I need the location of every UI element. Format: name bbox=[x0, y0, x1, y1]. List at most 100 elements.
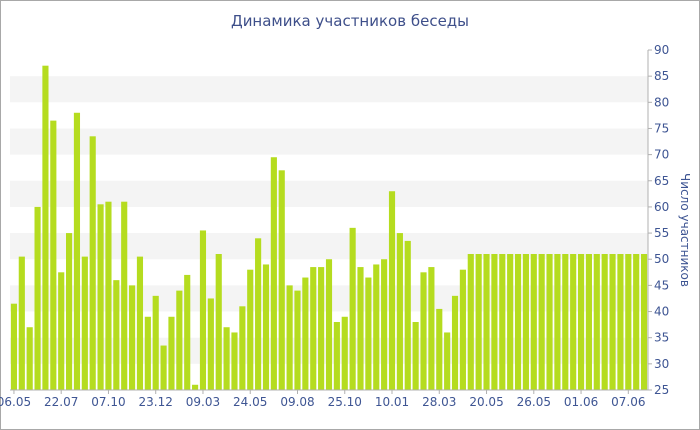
bar bbox=[483, 254, 490, 390]
bar bbox=[310, 267, 317, 390]
bar bbox=[97, 204, 104, 390]
bar bbox=[42, 65, 49, 390]
bar bbox=[231, 332, 238, 390]
y-tick-label: 25 bbox=[654, 383, 669, 397]
bar bbox=[184, 274, 191, 390]
bar bbox=[625, 254, 632, 390]
x-tick-labels: 06.05 22.07 07.10 23.12 09.03 24.05 09.08 25.10… bbox=[0, 390, 645, 409]
bar bbox=[239, 306, 246, 390]
bar bbox=[81, 256, 88, 390]
bar bbox=[247, 269, 254, 390]
bar bbox=[388, 191, 396, 390]
bar bbox=[467, 254, 474, 390]
bar bbox=[255, 238, 262, 390]
bar bbox=[207, 298, 214, 390]
x-tick-label: 22.07 bbox=[44, 395, 78, 409]
x-tick-label: 26.05 bbox=[517, 395, 551, 409]
x-tick-label: 07.10 bbox=[91, 395, 125, 409]
bar bbox=[601, 254, 608, 390]
bar bbox=[58, 272, 65, 390]
bar bbox=[412, 322, 419, 390]
bar bbox=[609, 254, 616, 390]
bar bbox=[633, 254, 640, 390]
bar bbox=[278, 170, 285, 390]
bars bbox=[10, 65, 648, 391]
bar bbox=[404, 240, 411, 390]
bar bbox=[176, 290, 183, 390]
bar bbox=[570, 254, 577, 390]
bar bbox=[129, 285, 136, 390]
bar bbox=[554, 254, 561, 390]
bar bbox=[199, 230, 207, 390]
bar bbox=[105, 201, 112, 390]
bar bbox=[113, 280, 120, 390]
bar bbox=[396, 233, 403, 390]
y-tick-labels: 25 30 35 40 45 50 55 60 65 70 75 80 85 90 bbox=[648, 43, 669, 397]
grid-band bbox=[10, 180, 648, 207]
bar bbox=[26, 327, 33, 390]
bar bbox=[192, 384, 199, 390]
y-tick-label: 80 bbox=[654, 95, 669, 109]
x-tick-label: 25.10 bbox=[328, 395, 362, 409]
x-tick-label: 28.03 bbox=[422, 395, 456, 409]
y-tick-label: 50 bbox=[654, 252, 669, 266]
x-tick-label: 06.05 bbox=[0, 395, 31, 409]
x-tick-label: 09.08 bbox=[280, 395, 314, 409]
y-tick-label: 75 bbox=[654, 121, 669, 135]
bar bbox=[121, 201, 128, 390]
bar bbox=[318, 267, 325, 390]
bar bbox=[436, 308, 443, 390]
bar bbox=[451, 295, 459, 390]
x-tick-label: 10.01 bbox=[375, 395, 409, 409]
bar bbox=[144, 316, 151, 390]
bar bbox=[640, 254, 648, 390]
bar bbox=[66, 233, 73, 390]
y-tick-label: 60 bbox=[654, 200, 669, 214]
bar bbox=[286, 285, 293, 390]
bar bbox=[514, 254, 522, 390]
bar bbox=[546, 254, 553, 390]
x-tick-label: 09.03 bbox=[186, 395, 220, 409]
x-tick-label: 01.06 bbox=[564, 395, 598, 409]
bar bbox=[444, 332, 451, 390]
bar bbox=[475, 254, 482, 390]
bar bbox=[152, 295, 159, 390]
bar bbox=[341, 316, 348, 390]
bar bbox=[420, 272, 427, 390]
bar bbox=[428, 267, 435, 390]
bar bbox=[34, 206, 41, 390]
bar bbox=[325, 259, 333, 390]
bar bbox=[365, 277, 372, 390]
y-tick-label: 30 bbox=[654, 357, 669, 371]
bar bbox=[262, 264, 270, 390]
y-tick-label: 65 bbox=[654, 174, 669, 188]
y-axis-label: Число участников bbox=[678, 173, 692, 287]
bar bbox=[577, 254, 585, 390]
bar bbox=[507, 254, 514, 390]
bar bbox=[530, 254, 537, 390]
bar bbox=[223, 327, 230, 390]
bar bbox=[50, 120, 57, 391]
bar bbox=[357, 267, 364, 390]
bar bbox=[10, 303, 18, 390]
chart-title: Динамика участников беседы bbox=[230, 12, 470, 30]
bar bbox=[302, 277, 309, 390]
y-tick-label: 45 bbox=[654, 278, 669, 292]
bar bbox=[381, 259, 388, 390]
bar bbox=[18, 256, 25, 390]
bar bbox=[89, 136, 96, 390]
bar bbox=[215, 254, 222, 390]
bar bbox=[562, 254, 569, 390]
bar bbox=[136, 256, 144, 390]
y-tick-label: 85 bbox=[654, 69, 669, 83]
bar bbox=[459, 269, 466, 390]
bar bbox=[538, 254, 545, 390]
y-tick-label: 90 bbox=[654, 43, 669, 57]
bar bbox=[73, 112, 81, 391]
bar bbox=[585, 254, 592, 390]
bar bbox=[160, 345, 167, 390]
grid-band bbox=[10, 76, 648, 103]
y-tick-label: 55 bbox=[654, 226, 669, 240]
bar bbox=[333, 322, 340, 390]
